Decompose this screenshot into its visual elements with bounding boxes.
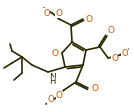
Text: O: O [56, 91, 63, 100]
Text: O: O [43, 9, 50, 17]
Text: O: O [121, 48, 128, 57]
Text: O: O [111, 54, 118, 62]
Text: O: O [86, 14, 93, 24]
Text: O: O [108, 26, 115, 35]
Text: H: H [49, 77, 55, 86]
Text: O: O [47, 95, 54, 103]
Text: O: O [55, 9, 62, 18]
Text: O: O [52, 48, 59, 57]
Text: N: N [49, 73, 56, 82]
Text: O: O [91, 84, 98, 93]
